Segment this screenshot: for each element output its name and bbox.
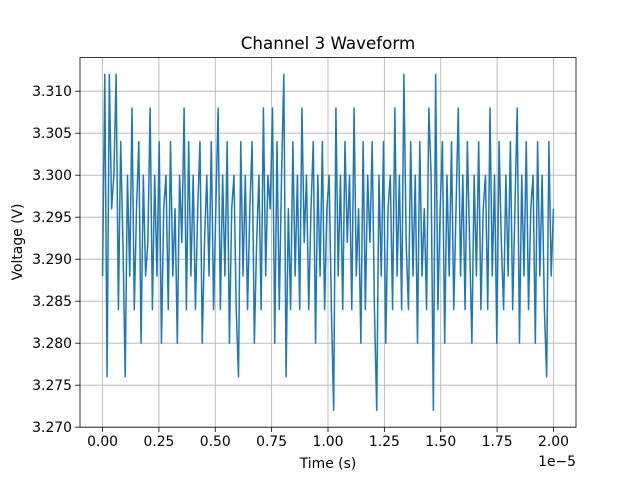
y-tick-label: 3.300 — [32, 168, 72, 184]
x-tick-label: 1.25 — [369, 434, 400, 450]
x-tick-label: 0.75 — [256, 434, 287, 450]
x-offset-label: 1e−5 — [538, 454, 576, 470]
plot-area — [101, 73, 555, 412]
y-axis: 3.270 3.275 3.280 3.285 3.290 3.295 3.300 3.305… — [32, 84, 80, 436]
x-tick-label: 1.00 — [313, 434, 344, 450]
y-tick-label: 3.280 — [32, 336, 72, 352]
x-tick-label: 0.00 — [87, 434, 118, 450]
x-tick-label: 0.50 — [200, 434, 231, 450]
y-tick-label: 3.285 — [32, 294, 72, 310]
y-tick-label: 3.310 — [32, 84, 72, 100]
x-tick-label: 1.75 — [482, 434, 513, 450]
chart-title: Channel 3 Waveform — [241, 33, 415, 53]
x-axis-label: Time (s) — [299, 456, 357, 472]
y-axis-label: Voltage (V) — [10, 204, 26, 281]
y-tick-label: 3.295 — [32, 210, 72, 226]
x-tick-label: 0.25 — [143, 434, 174, 450]
y-tick-label: 3.275 — [32, 378, 72, 394]
y-tick-label: 3.290 — [32, 252, 72, 268]
x-axis: 0.00 0.25 0.50 0.75 1.00 1.25 1.50 1.75 2.00 — [87, 427, 569, 450]
x-tick-label: 2.00 — [538, 434, 569, 450]
x-tick-label: 1.50 — [425, 434, 456, 450]
y-tick-label: 3.270 — [32, 420, 72, 436]
series-line — [101, 73, 555, 412]
y-tick-label: 3.305 — [32, 126, 72, 142]
